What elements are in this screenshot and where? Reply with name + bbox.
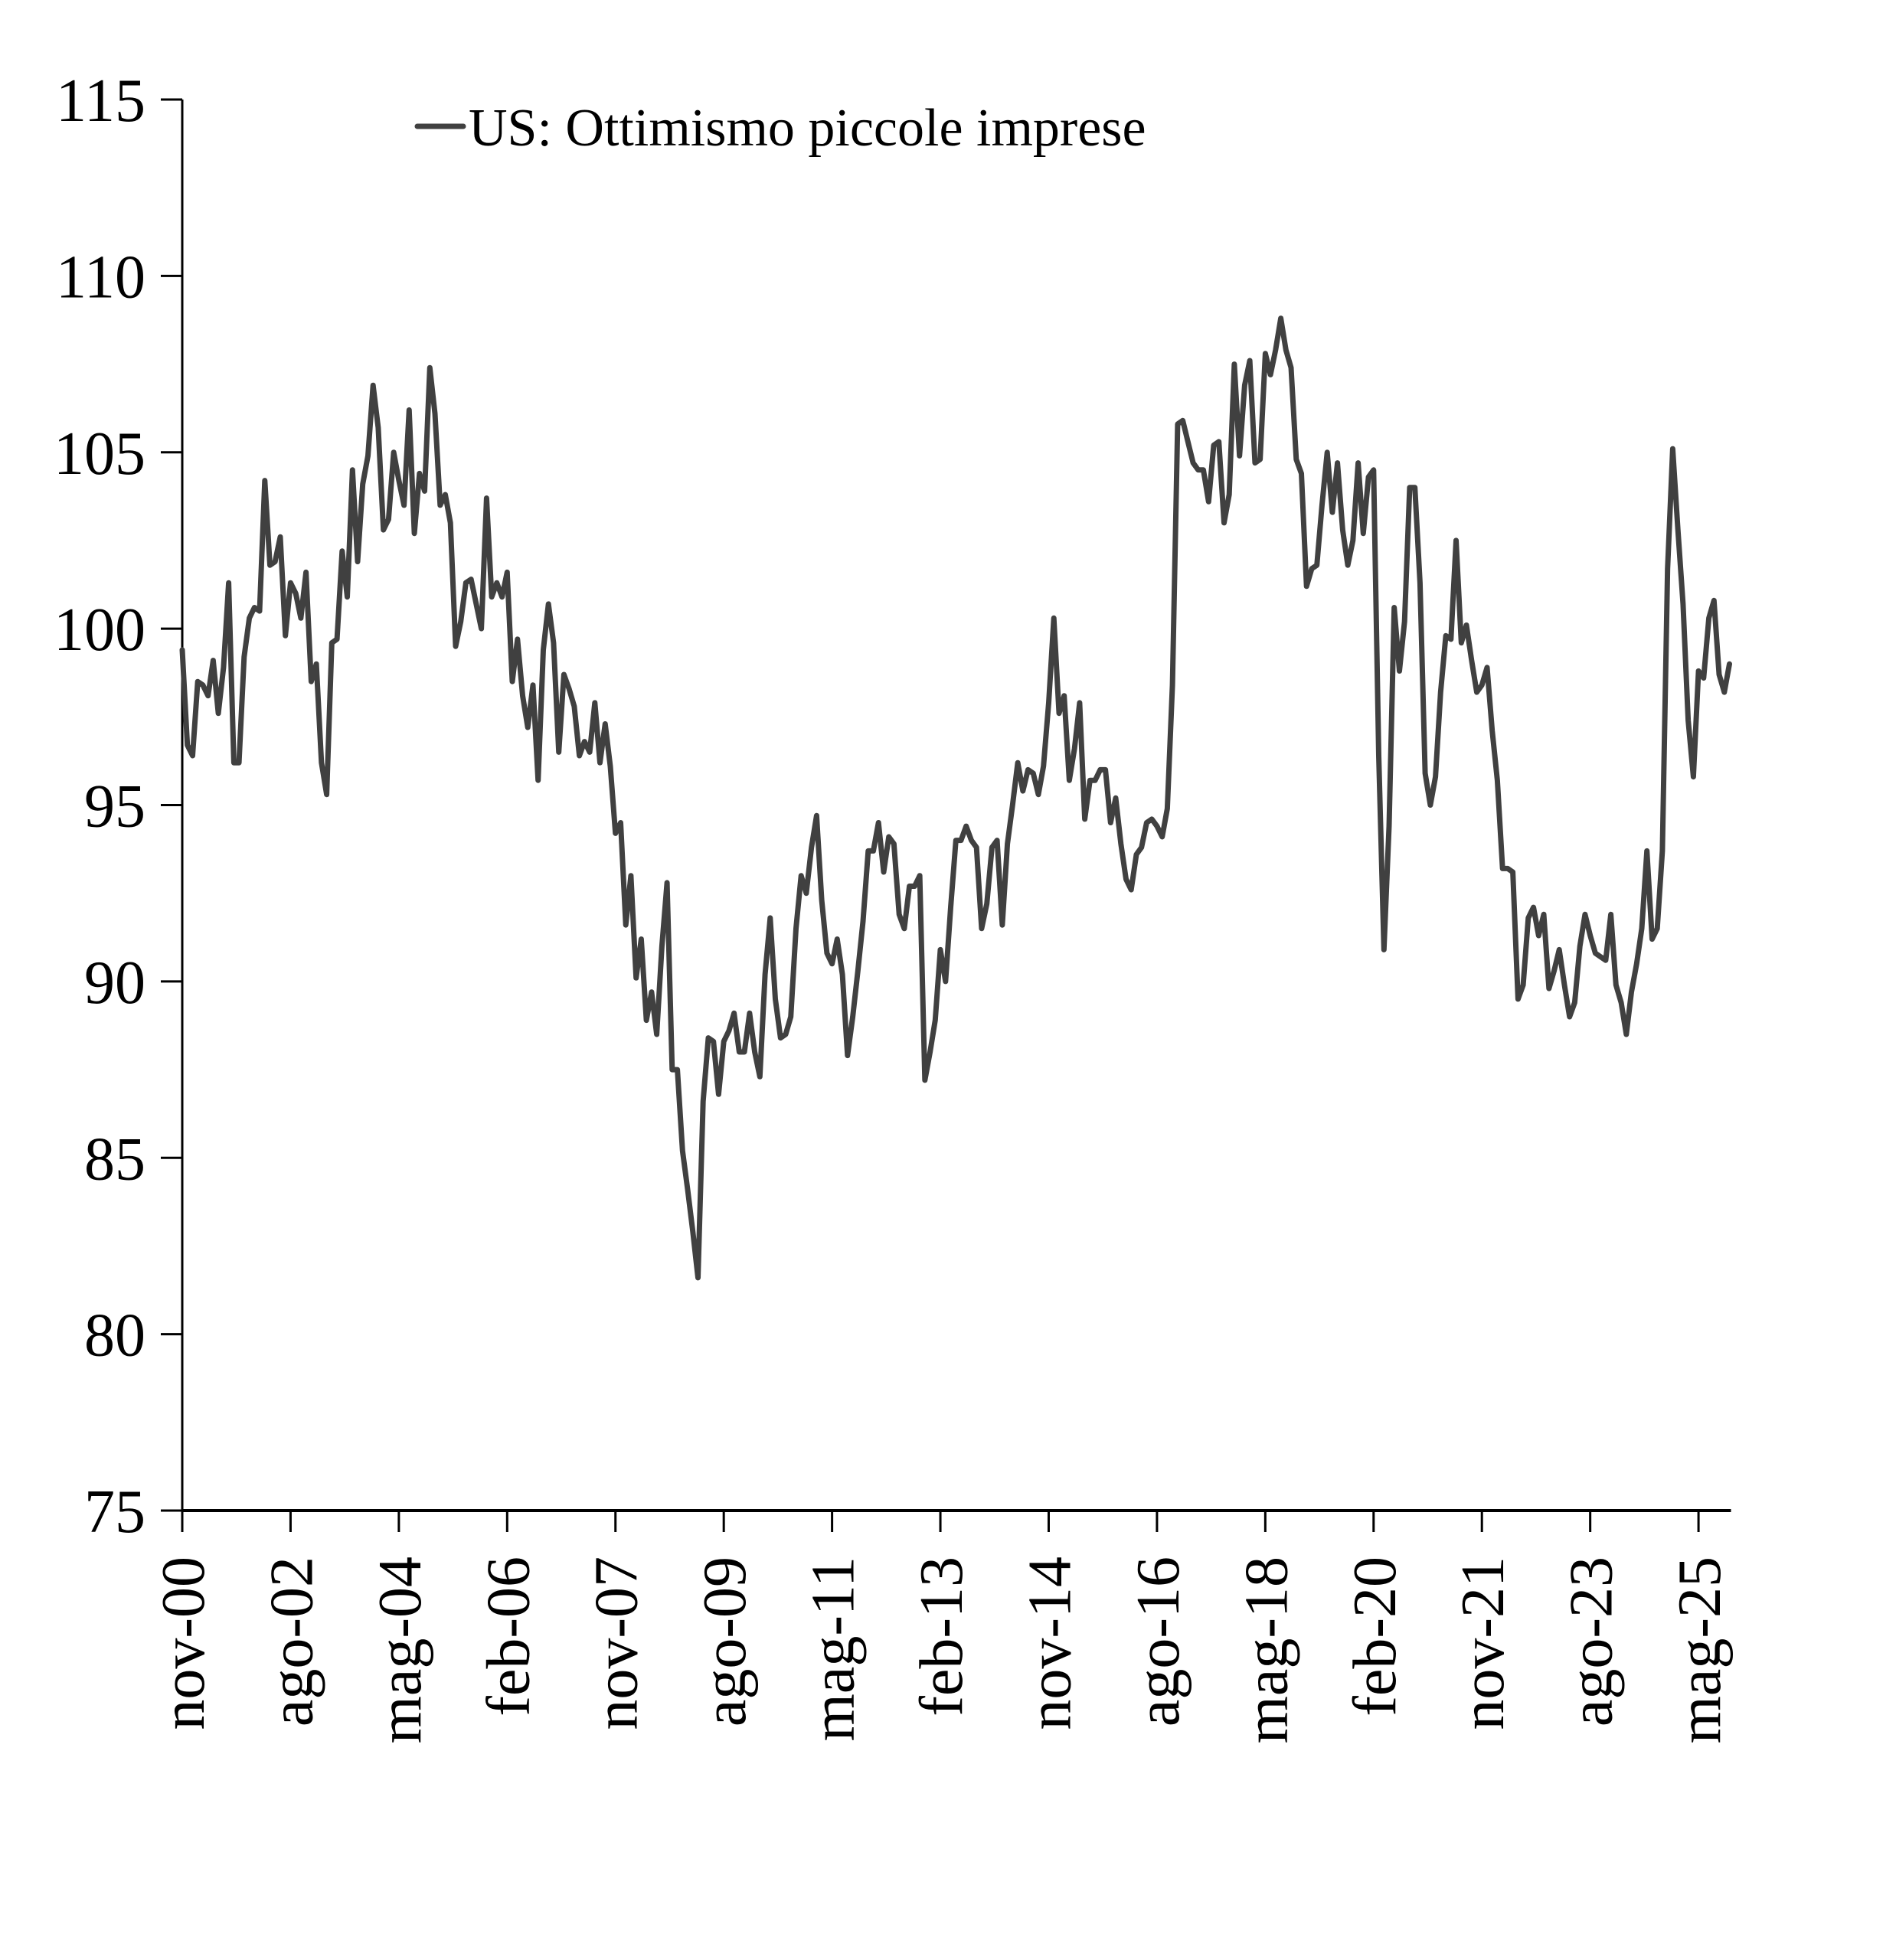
y-tick-label: 95 [84, 773, 145, 841]
y-tick-label: 75 [84, 1478, 145, 1546]
y-tick-label: 80 [84, 1302, 145, 1370]
y-tick-label: 85 [84, 1125, 145, 1193]
x-tick-label: nov-14 [1016, 1557, 1084, 1730]
x-tick-label: feb-20 [1342, 1557, 1409, 1717]
x-tick-label: ago-16 [1125, 1557, 1192, 1726]
y-tick-label: 110 [56, 243, 145, 311]
series-line [179, 315, 1732, 1281]
y-tick-label: 105 [54, 420, 145, 488]
x-tick-label: nov-07 [584, 1557, 651, 1730]
x-tick-label: nov-00 [150, 1557, 217, 1730]
x-tick-label: mag-25 [1666, 1557, 1734, 1743]
y-axis: 75 80 85 90 95 100 105 110 115 [54, 67, 184, 1546]
x-tick-label: feb-06 [475, 1557, 542, 1717]
series-layer [179, 315, 1732, 1281]
y-tick-label: 115 [56, 67, 145, 135]
x-tick-label: ago-23 [1558, 1557, 1626, 1726]
x-tick-label: nov-21 [1450, 1557, 1517, 1730]
legend: US: Ottimismo piccole imprese [414, 99, 1146, 158]
x-tick-label: mag-04 [367, 1557, 434, 1743]
legend-label: US: Ottimismo piccole imprese [469, 99, 1146, 158]
x-tick-label: ago-09 [691, 1557, 759, 1726]
y-tick-label: 90 [84, 949, 145, 1017]
x-tick-label: feb-13 [908, 1557, 976, 1717]
x-tick-label: mag-18 [1233, 1557, 1300, 1743]
x-tick-label: mag-11 [800, 1557, 868, 1741]
x-tick-label: ago-02 [258, 1557, 325, 1726]
y-tick-label: 100 [54, 596, 145, 664]
x-axis: nov-00 ago-02 mag-04 feb-06 nov-07 ago-09 mag-… [150, 1509, 1734, 1743]
